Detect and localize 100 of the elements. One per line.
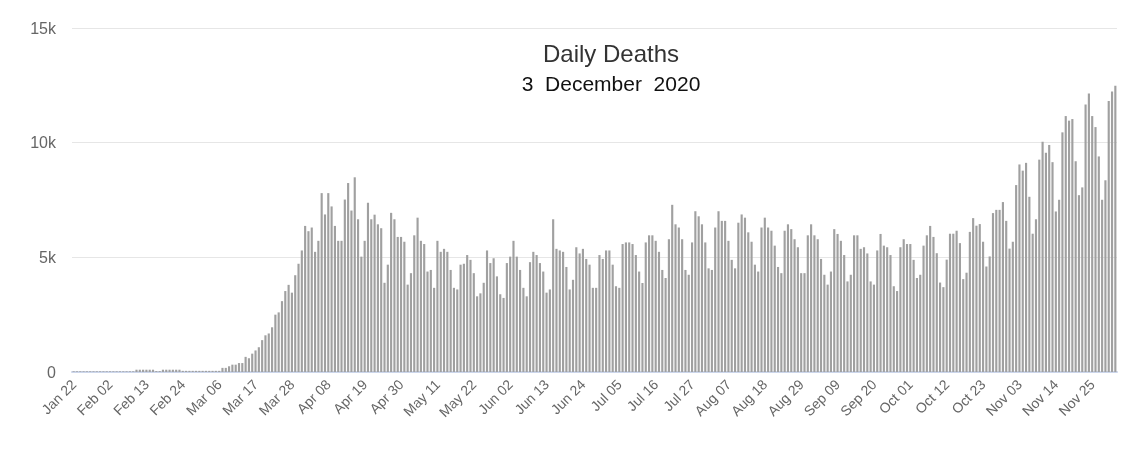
bar [773,245,776,372]
bar [952,233,955,372]
bar [320,193,323,372]
bar [707,268,710,372]
bar [631,244,634,372]
bar [1018,164,1021,372]
bar [535,255,538,372]
bar [304,225,307,372]
bar [737,222,740,372]
bar [274,314,277,372]
bar [423,244,426,372]
bar [390,212,393,372]
bar [1064,116,1067,372]
bar [532,251,535,372]
bar [353,177,356,372]
bar [347,183,350,372]
bar [459,264,462,372]
bar [1038,159,1041,372]
bar [380,228,383,372]
bar [254,350,257,372]
bar [770,230,773,372]
bar [492,258,495,372]
bar [1074,161,1077,372]
x-tick-label: Jun 02 [474,376,516,418]
bar [439,251,442,372]
bar [717,211,720,372]
bar [902,239,905,372]
bar [869,281,872,372]
bar [724,220,727,372]
bar [366,202,370,372]
bar [836,233,839,372]
bar [651,235,654,372]
bar [416,217,419,372]
bar [1087,93,1090,372]
bar [264,335,267,372]
bar [284,291,287,372]
bar [575,247,578,372]
bar [786,224,790,372]
bar [624,242,627,372]
bar [740,214,743,372]
bar [1071,119,1074,372]
bar [856,235,859,372]
bar [879,233,882,372]
bar [833,229,836,372]
bar [654,240,657,372]
bar [317,240,320,372]
bar [469,259,472,372]
bar [942,287,945,372]
bar [403,241,406,372]
bar [816,239,819,372]
bar [750,241,753,372]
text: 3 December 2020 [521,72,701,95]
bar [558,250,561,372]
bar [449,269,452,372]
y-tick-label: 0 [47,363,57,381]
bar [605,250,608,372]
bar [862,247,866,372]
bar [697,216,700,372]
bar [1024,162,1028,372]
bar [608,250,611,372]
bar [581,248,584,372]
bar [429,269,432,372]
bar [948,233,952,372]
bar [909,244,912,372]
bar [972,218,975,372]
y-tick-label: 10k [30,134,57,152]
bar [1081,187,1084,372]
bar [373,214,376,372]
bar [628,242,631,372]
bar [442,248,446,372]
bar [247,358,250,372]
bar [1001,202,1004,372]
bar [1114,85,1117,372]
bar [310,227,313,372]
x-tick-label: Jul 05 [587,376,626,415]
bar [810,224,813,372]
x-tick-label: Jul 16 [623,376,662,415]
x-tick-label: Oct 01 [875,376,917,417]
bar [886,247,889,372]
bar [611,264,614,372]
bar [562,251,565,372]
bar [1041,141,1044,372]
bar [647,235,651,372]
bar [995,209,998,372]
bar [436,240,439,372]
bar [899,247,902,372]
bar [466,255,469,372]
bar [485,250,489,372]
bar [929,225,932,372]
bar [327,193,330,372]
bar [578,253,581,372]
bar [694,211,697,372]
bar [446,251,449,372]
bar [479,293,482,372]
bar [1048,144,1051,372]
bar [859,248,862,372]
bar [241,363,244,372]
bar [618,287,621,372]
bar [330,206,333,372]
bar [912,259,915,372]
